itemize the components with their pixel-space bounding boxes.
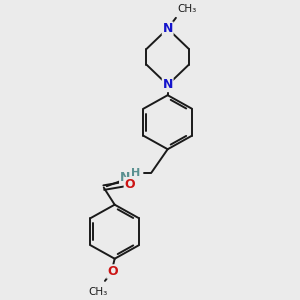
- Text: N: N: [120, 171, 130, 184]
- Text: CH₃: CH₃: [177, 4, 196, 14]
- Text: N: N: [163, 22, 173, 35]
- Text: N: N: [163, 79, 173, 92]
- Text: O: O: [124, 178, 135, 191]
- Text: CH₃: CH₃: [88, 286, 108, 297]
- Text: O: O: [107, 265, 118, 278]
- Text: H: H: [131, 167, 140, 178]
